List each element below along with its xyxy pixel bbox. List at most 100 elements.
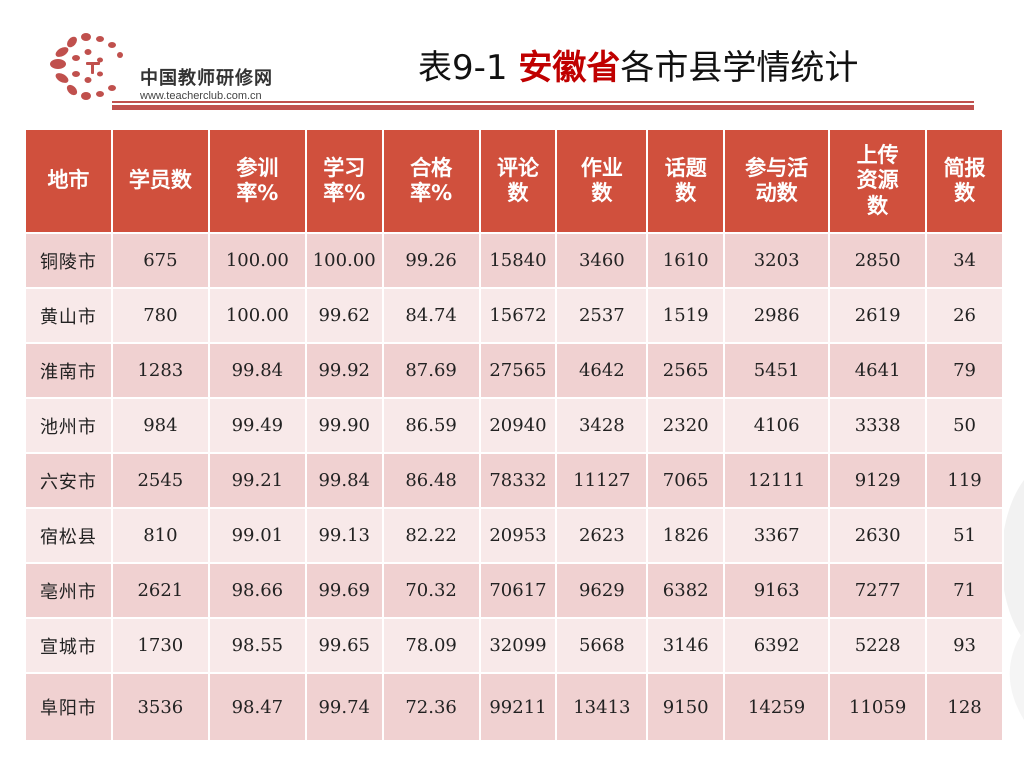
header-cell: 作业数 [555,128,649,234]
title-accent: 安徽省 [518,48,621,88]
table-cell: 98.55 [207,617,307,674]
table-cell: 1730 [110,617,210,674]
header-label: 话题数 [664,155,707,205]
teacherclub-logo: 中国教师研修网 www.teacherclub.com.cn [44,30,304,106]
table-cell: 12111 [723,452,831,509]
header-label: 作业数 [580,155,623,205]
table-cell: 79 [925,342,1004,399]
table-cell: 93 [925,617,1004,674]
table-cell: 1610 [646,232,726,289]
table-row: 铜陵市 675 100.00 100.00 99.26 15840 3460 1… [24,232,1004,289]
table-cell: 2986 [723,287,831,344]
title-rule-thin [112,101,974,103]
table-cell: 2623 [555,507,649,564]
table-cell: 99.69 [304,562,384,619]
table-cell: 99.90 [304,397,384,454]
table-cell: 98.47 [207,672,307,742]
header-label: 合格率% [410,155,453,205]
header-cell: 地市 [24,128,113,234]
table-cell: 9163 [723,562,831,619]
table-cell: 4642 [555,342,649,399]
table-cell: 99211 [478,672,558,742]
table-cell: 99.92 [304,342,384,399]
table-cell: 99.21 [207,452,307,509]
table-cell: 20940 [478,397,558,454]
table-cell: 6382 [646,562,726,619]
table-cell: 2320 [646,397,726,454]
table-cell: 9629 [555,562,649,619]
table-cell: 2621 [110,562,210,619]
table-cell: 99.84 [304,452,384,509]
table-cell: 9150 [646,672,726,742]
table-cell: 99.74 [304,672,384,742]
logo-name: 中国教师研修网 [140,68,273,89]
table-cell: 100.00 [207,287,307,344]
table-cell: 86.59 [381,397,481,454]
table-cell: 34 [925,232,1004,289]
table-cell: 71 [925,562,1004,619]
table-cell: 99.84 [207,342,307,399]
header-cell: 参与活动数 [723,128,831,234]
table-cell: 4106 [723,397,831,454]
table-cell: 99.62 [304,287,384,344]
city-cell: 宣城市 [24,617,113,674]
table-cell: 780 [110,287,210,344]
city-cell: 池州市 [24,397,113,454]
table-cell: 810 [110,507,210,564]
header-cell: 参训率% [207,128,307,234]
table-cell: 78332 [478,452,558,509]
header-label: 简报数 [943,155,986,205]
table-cell: 1283 [110,342,210,399]
table-cell: 32099 [478,617,558,674]
table-cell: 119 [925,452,1004,509]
table-cell: 99.26 [381,232,481,289]
city-cell: 铜陵市 [24,232,113,289]
header-label: 参与活动数 [745,155,809,205]
table-cell: 20953 [478,507,558,564]
table-cell: 2850 [828,232,928,289]
table-row: 宿松县 810 99.01 99.13 82.22 20953 2623 182… [24,507,1004,564]
city-cell: 六安市 [24,452,113,509]
header-row: 地市 学员数 参训率% 学习率% 合格率% 评论数 作业数 话题数 参与活动数 … [24,128,1004,234]
table-cell: 3428 [555,397,649,454]
table-row: 淮南市 1283 99.84 99.92 87.69 27565 4642 25… [24,342,1004,399]
table-cell: 70617 [478,562,558,619]
table-cell: 2537 [555,287,649,344]
header-cell: 评论数 [478,128,558,234]
table-cell: 7277 [828,562,928,619]
header-label: 上传资源数 [856,143,899,218]
decorative-swirl-icon [1001,480,1024,720]
table-cell: 675 [110,232,210,289]
table-cell: 3367 [723,507,831,564]
table-cell: 99.13 [304,507,384,564]
table-cell: 13413 [555,672,649,742]
table-cell: 3203 [723,232,831,289]
title-prefix: 表9-1 [418,48,519,88]
header-label: 参训率% [236,155,279,205]
table-cell: 27565 [478,342,558,399]
header-cell: 合格率% [381,128,481,234]
table-row: 六安市 2545 99.21 99.84 86.48 78332 11127 7… [24,452,1004,509]
city-cell: 阜阳市 [24,672,113,742]
table-cell: 6392 [723,617,831,674]
table-cell: 50 [925,397,1004,454]
table-cell: 3146 [646,617,726,674]
table-cell: 3338 [828,397,928,454]
table-cell: 82.22 [381,507,481,564]
table-cell: 100.00 [304,232,384,289]
table-row: 亳州市 2621 98.66 99.69 70.32 70617 9629 63… [24,562,1004,619]
header-cell: 上传资源数 [828,128,928,234]
table-cell: 15672 [478,287,558,344]
table-cell: 78.09 [381,617,481,674]
table-cell: 11127 [555,452,649,509]
table-cell: 2619 [828,287,928,344]
table-cell: 51 [925,507,1004,564]
city-cell: 淮南市 [24,342,113,399]
table-cell: 3460 [555,232,649,289]
header-label: 评论数 [497,155,539,205]
table-cell: 5228 [828,617,928,674]
table-cell: 70.32 [381,562,481,619]
table-cell: 86.48 [381,452,481,509]
page-title: 表9-1 安徽省各市县学情统计 [418,40,858,89]
city-cell: 宿松县 [24,507,113,564]
